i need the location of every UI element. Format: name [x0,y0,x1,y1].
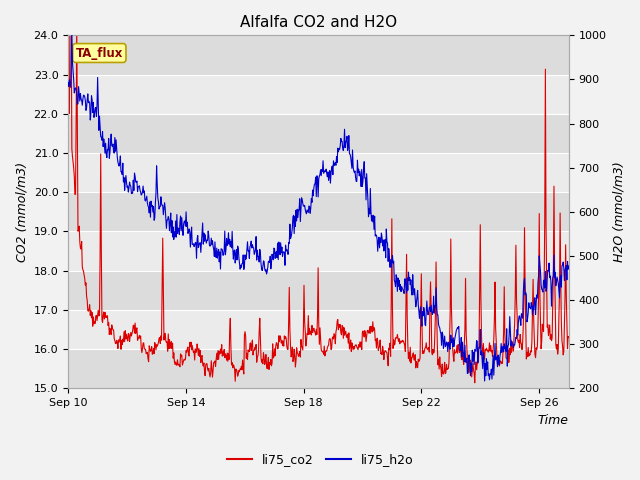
Bar [68,114,569,153]
Bar [68,74,569,114]
Y-axis label: CO2 (mmol/m3): CO2 (mmol/m3) [15,162,28,262]
Bar [68,310,569,349]
Title: Alfalfa CO2 and H2O: Alfalfa CO2 and H2O [240,15,397,30]
Text: TA_flux: TA_flux [76,47,123,60]
Bar [68,192,569,231]
X-axis label: Time: Time [538,414,569,427]
Bar [68,36,569,74]
Y-axis label: H2O (mmol/m3): H2O (mmol/m3) [612,161,625,262]
Bar [68,349,569,388]
Bar [68,271,569,310]
Legend: li75_co2, li75_h2o: li75_co2, li75_h2o [221,448,419,471]
Bar [68,231,569,271]
Bar [68,153,569,192]
